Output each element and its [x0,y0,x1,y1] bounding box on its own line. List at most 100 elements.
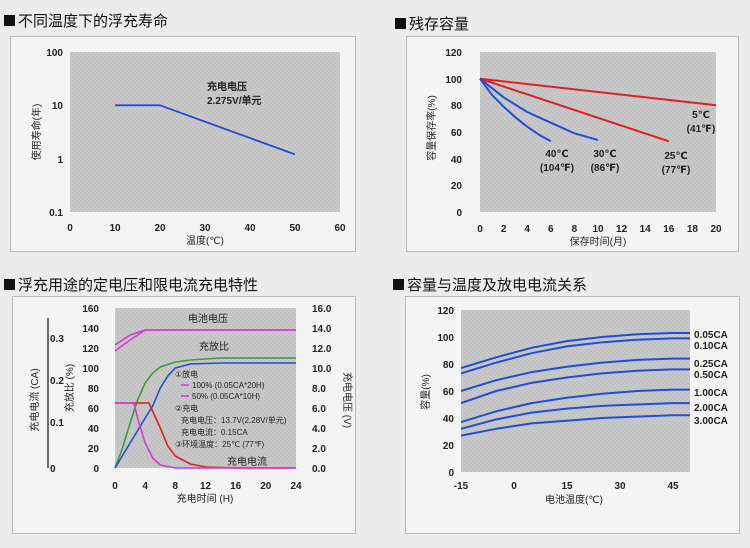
x-tick-label: 0 [112,481,118,492]
chart-charge-characteristics: 0.3 0.2 0.1 0 充电电流 (CA) 160 140 120 100 … [28,304,354,505]
panel-title-charge-characteristics: 浮充用途的定电压和限电流充电特性 [4,274,258,295]
voltage-axis-label: 充电电压 (V) [341,372,354,428]
x-tick-label: 16 [663,224,675,235]
charge-current-axis-label: 充电电流 (CA) [28,368,41,431]
panel-title-float-life: 不同温度下的浮充寿命 [4,10,168,31]
series-line-charge-3 [114,362,296,469]
x-tick-label: 14 [640,224,652,235]
y-tick-label: 120 [445,48,462,59]
ratio-tick: 140 [82,324,99,335]
series-line-capacity-0.10CA [460,337,690,375]
plot-area [480,52,716,212]
y-tick-label: 40 [451,155,463,166]
series-label: 0.05CA [694,330,728,341]
x-tick-label: 40 [244,223,256,234]
voltage-tick: 0.0 [312,464,326,475]
voltage-tick: 12.0 [312,344,332,355]
series-line-capacity-2.00CA [460,402,690,430]
chart-capacity-temperature: 120 100 80 60 40 20 0 -15 0 15 30 45 电池温… [419,306,728,506]
annotation-charge-voltage: 充电电压 [207,80,247,93]
legend-charge: ②充电 [175,403,198,413]
bullet-square-icon [393,279,404,290]
legend-ambient-temp: ③环境温度：25℃ (77℉) [175,439,264,449]
x-tick-label: 18 [687,224,699,235]
legend-charge-voltage: 充电电压：13.7V(2.28V/单元) [181,415,287,425]
series-line-capacity-0.05CA [460,332,690,370]
series-label-30c-f: (86℉) [591,163,620,174]
x-tick-label: 60 [334,223,346,234]
series-line-capacity-0.25CA [460,357,690,392]
x-tick-label: 6 [548,224,554,235]
voltage-tick: 4.0 [312,424,326,435]
series-label: 3.00CA [694,416,728,427]
plot-area [70,52,340,212]
chart-float-life: 100 10 1 0.1 0 10 20 30 40 50 60 温度(℃) 使… [30,48,346,247]
y-tick-label: 120 [437,306,454,317]
ratio-tick: 120 [82,344,99,355]
charge-current-tick: 0.1 [50,418,64,429]
series-line-capacity-0.50CA [460,368,690,405]
x-tick-label: 15 [561,481,573,492]
x-tick-label: 50 [289,223,301,234]
panel-title-capacity-temperature: 容量与温度及放电电流关系 [393,274,587,295]
ratio-tick: 20 [88,444,100,455]
x-axis-label: 温度(℃) [186,234,224,247]
x-tick-label: 4 [524,224,530,235]
x-tick-label: 12 [616,224,628,235]
series-label-25c: 25℃ [664,151,687,162]
x-axis-label: 电池温度(℃) [545,493,603,506]
charge-current-tick: 0.3 [50,334,64,345]
x-tick-label: 0 [477,224,483,235]
series-label-40c: 40℃ [545,149,568,160]
bullet-square-icon [4,15,15,26]
x-tick-label: 30 [199,223,211,234]
legend-discharge: ①放电 [175,369,198,379]
series-line-charge-5 [115,402,296,469]
series-line-residual-3 [479,78,552,143]
x-tick-label: 20 [154,223,166,234]
y-tick-label: 60 [451,128,463,139]
panel-title-residual-capacity: 残存容量 [395,13,469,34]
charge-current-tick: 0 [50,464,56,475]
charge-current-tick: 0.2 [50,376,64,387]
x-tick-label: 4 [142,481,148,492]
series-label: 0.50CA [694,370,728,381]
curve-label-charge-ratio: 充放比 [199,340,229,353]
x-tick-label: 0 [67,223,73,234]
x-tick-label: 30 [614,481,626,492]
y-tick-label: 0.1 [49,208,63,219]
series-line-residual-1 [479,77,670,143]
voltage-tick: 14.0 [312,324,332,335]
x-tick-label: 2 [501,224,507,235]
series-label-5c: 5℃ [692,110,710,121]
bullet-square-icon [395,18,406,29]
voltage-tick: 16.0 [312,304,332,315]
y-tick-label: 1 [57,155,63,166]
y-tick-label: 10 [52,101,64,112]
curve-label-charge-current: 充电电流 [227,455,267,468]
series-line-charge-1 [114,329,296,352]
series-line-capacity-3.00CA [460,414,690,437]
y-axis-label: 使用寿命(年) [30,104,43,161]
series-label: 2.00CA [694,403,728,414]
legend-charge-current: 充电电流：0.15CA [181,427,248,437]
series-label-40c-f: (104℉) [540,163,574,174]
voltage-tick: 2.0 [312,444,326,455]
voltage-tick: 8.0 [312,384,326,395]
x-tick-label: 45 [667,481,679,492]
x-axis-label: 保存时间(月) [570,235,627,248]
y-tick-label: 80 [451,101,463,112]
y-axis-label: 容量保存率(%) [425,95,438,161]
y-tick-label: 80 [443,360,455,371]
ratio-axis-label: 充放比 (%) [63,364,76,412]
y-tick-label: 40 [443,414,455,425]
y-tick-label: 20 [443,441,455,452]
y-tick-label: 100 [46,48,63,59]
ratio-tick: 40 [88,424,100,435]
series-label: 0.10CA [694,341,728,352]
series-line-residual-0 [479,77,717,107]
ratio-tick: 80 [88,384,100,395]
x-tick-label: 8 [572,224,578,235]
y-tick-label: 0 [448,468,454,479]
